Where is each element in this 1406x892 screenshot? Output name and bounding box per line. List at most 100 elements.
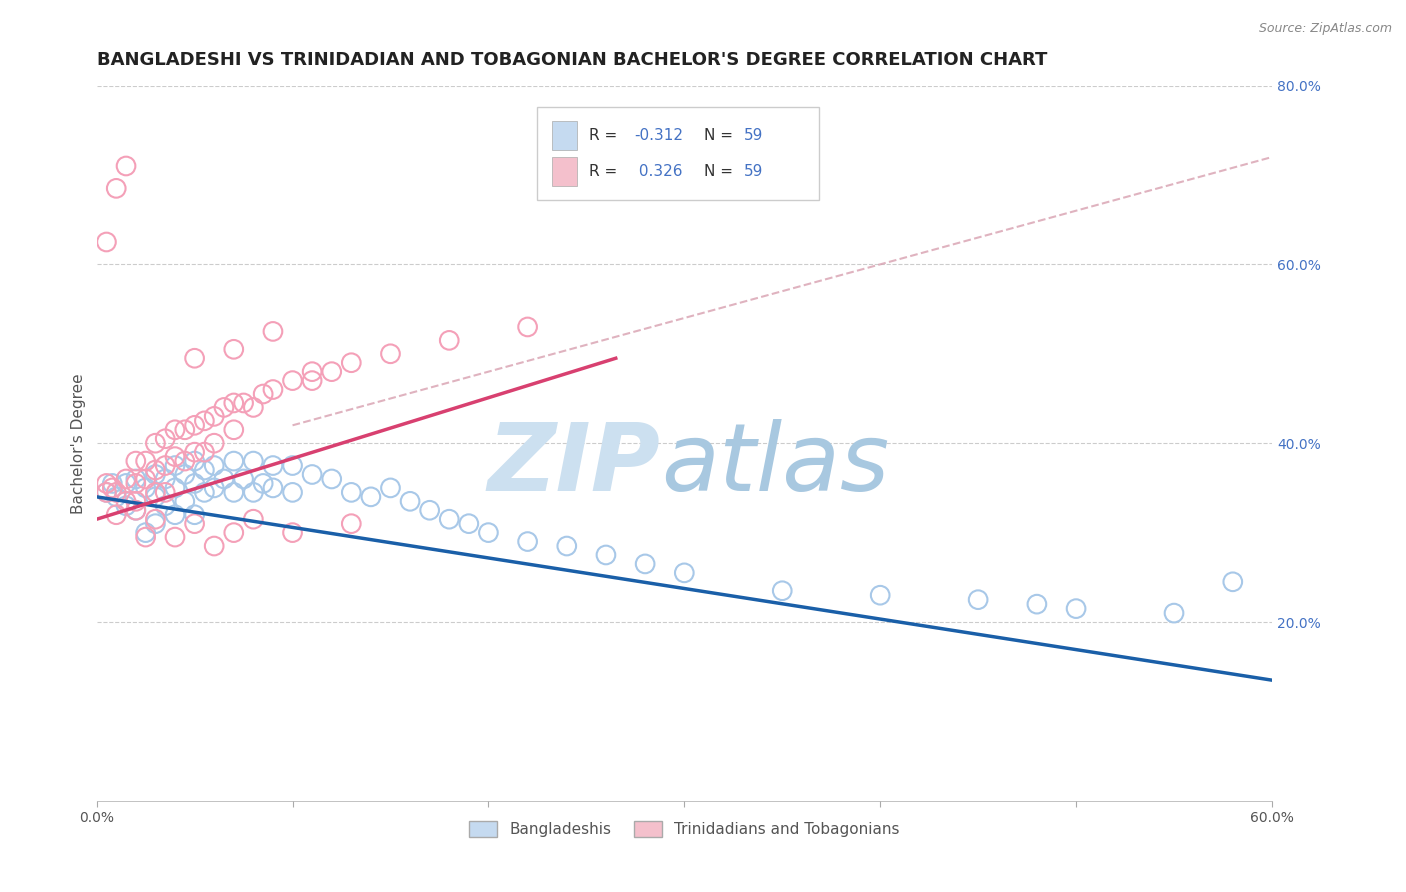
Point <box>163 450 186 464</box>
Text: R =: R = <box>589 164 623 179</box>
Point <box>173 454 195 468</box>
Point <box>173 494 195 508</box>
Legend: Bangladeshis, Trinidadians and Tobagonians: Bangladeshis, Trinidadians and Tobagonia… <box>463 815 905 843</box>
Point <box>105 181 128 195</box>
Point <box>125 476 148 491</box>
Point <box>145 463 167 477</box>
Point <box>115 499 138 513</box>
Point <box>281 485 304 500</box>
Point <box>135 525 157 540</box>
Point <box>555 539 578 553</box>
Point <box>183 516 205 531</box>
Point <box>340 356 363 370</box>
Point <box>252 476 274 491</box>
Text: N =: N = <box>704 164 734 179</box>
Point <box>516 534 538 549</box>
Point <box>101 481 124 495</box>
Point <box>262 383 284 397</box>
Point <box>301 467 323 482</box>
Point <box>439 334 461 348</box>
Text: 59: 59 <box>744 164 763 179</box>
Point <box>135 454 157 468</box>
Point <box>163 481 186 495</box>
Point <box>193 445 215 459</box>
Point <box>183 476 205 491</box>
Point <box>173 467 195 482</box>
Point <box>202 436 225 450</box>
Point <box>115 472 138 486</box>
Point <box>163 458 186 473</box>
Text: BANGLADESHI VS TRINIDADIAN AND TOBAGONIAN BACHELOR'S DEGREE CORRELATION CHART: BANGLADESHI VS TRINIDADIAN AND TOBAGONIA… <box>97 51 1047 69</box>
Point <box>222 454 245 468</box>
Point <box>202 481 225 495</box>
Point <box>419 503 441 517</box>
Point <box>380 481 402 495</box>
FancyBboxPatch shape <box>551 121 578 150</box>
Point <box>96 485 118 500</box>
Point <box>634 557 657 571</box>
Point <box>125 503 148 517</box>
Point <box>399 494 422 508</box>
Point <box>163 423 186 437</box>
Point <box>212 472 235 486</box>
Point <box>183 454 205 468</box>
Point <box>252 387 274 401</box>
Point <box>163 508 186 522</box>
Text: Source: ZipAtlas.com: Source: ZipAtlas.com <box>1258 22 1392 36</box>
Point <box>155 499 177 513</box>
Text: -0.312: -0.312 <box>634 128 683 143</box>
Text: N =: N = <box>704 128 734 143</box>
Point <box>115 159 138 173</box>
Point <box>96 485 118 500</box>
Point <box>135 481 157 495</box>
Point <box>212 401 235 415</box>
Point <box>1025 597 1047 611</box>
Point <box>222 525 245 540</box>
Point <box>321 365 343 379</box>
Point <box>145 516 167 531</box>
Point <box>202 539 225 553</box>
Point <box>105 490 128 504</box>
Point <box>96 476 118 491</box>
Point <box>222 343 245 357</box>
Point <box>163 530 186 544</box>
Point <box>222 423 245 437</box>
Point <box>380 347 402 361</box>
Text: 59: 59 <box>744 128 763 143</box>
Point <box>673 566 696 580</box>
Point <box>193 485 215 500</box>
Point <box>869 588 891 602</box>
Point <box>145 436 167 450</box>
Point <box>1064 601 1087 615</box>
Point <box>232 472 254 486</box>
Point <box>183 508 205 522</box>
Point <box>202 458 225 473</box>
Point <box>516 320 538 334</box>
Point <box>262 481 284 495</box>
Point <box>457 516 479 531</box>
Text: 0.326: 0.326 <box>634 164 682 179</box>
Point <box>173 423 195 437</box>
Point <box>125 472 148 486</box>
FancyBboxPatch shape <box>551 157 578 186</box>
Point <box>477 525 499 540</box>
Point <box>193 463 215 477</box>
Point <box>183 445 205 459</box>
Point <box>281 374 304 388</box>
Point <box>281 458 304 473</box>
Text: ZIP: ZIP <box>488 418 661 510</box>
Point <box>340 485 363 500</box>
Point <box>1163 606 1185 620</box>
Point <box>183 351 205 366</box>
Point <box>321 472 343 486</box>
Point <box>145 467 167 482</box>
Point <box>242 454 264 468</box>
Point <box>101 476 124 491</box>
Point <box>155 432 177 446</box>
Point <box>145 490 167 504</box>
Point <box>242 512 264 526</box>
Text: R =: R = <box>589 128 623 143</box>
Point <box>595 548 617 562</box>
Point <box>115 476 138 491</box>
Point <box>340 516 363 531</box>
